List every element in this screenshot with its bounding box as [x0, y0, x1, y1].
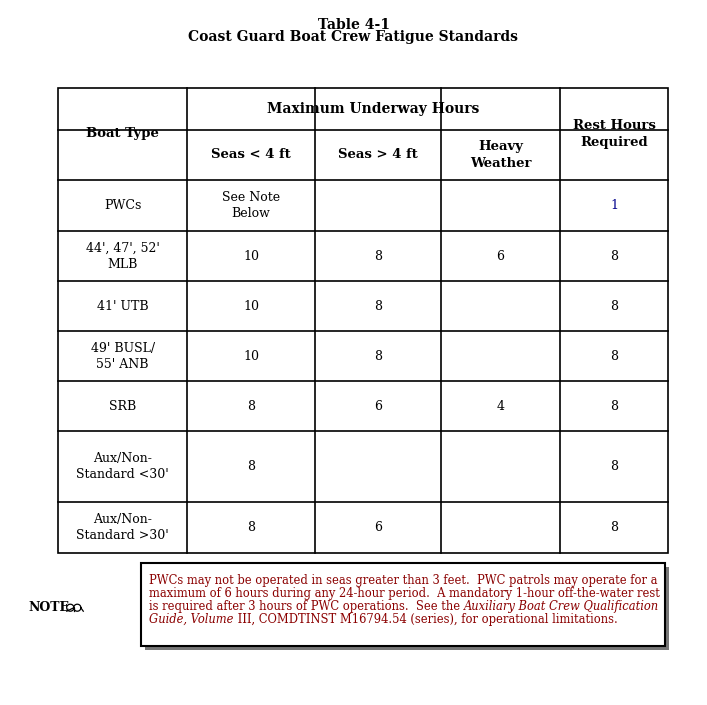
Text: SRB: SRB	[109, 400, 136, 412]
Text: Heavy
Weather: Heavy Weather	[470, 140, 531, 170]
Text: 8: 8	[247, 521, 255, 534]
Text: Rest Hours
Required: Rest Hours Required	[573, 119, 655, 149]
Text: Table 4-1: Table 4-1	[317, 18, 390, 32]
Text: 8: 8	[374, 250, 382, 263]
Text: 49' BUSL/
55' ANB: 49' BUSL/ 55' ANB	[90, 342, 155, 371]
Text: 10: 10	[243, 300, 259, 313]
Text: 8: 8	[610, 521, 618, 534]
Text: 6: 6	[496, 250, 505, 263]
Text: 8: 8	[247, 400, 255, 412]
Text: III, COMDTINST M16794.54 (series), for operational limitations.: III, COMDTINST M16794.54 (series), for o…	[234, 613, 617, 625]
Bar	[141, 563, 665, 646]
Text: 6: 6	[374, 521, 382, 534]
Text: Maximum Underway Hours: Maximum Underway Hours	[267, 102, 480, 116]
Text: Aux/Non-
Standard >30': Aux/Non- Standard >30'	[76, 513, 169, 542]
Text: 10: 10	[243, 350, 259, 363]
Text: Seas > 4 ft: Seas > 4 ft	[338, 148, 418, 161]
Text: 10: 10	[243, 250, 259, 263]
Text: 4: 4	[496, 400, 505, 412]
Text: maximum of 6 hours during any 24-hour period.  A mandatory 1-hour off-the-water : maximum of 6 hours during any 24-hour pe…	[149, 587, 660, 599]
Bar	[146, 567, 669, 651]
Bar	[58, 88, 668, 553]
Text: 6: 6	[374, 400, 382, 412]
Text: 8: 8	[610, 350, 618, 363]
Text: 8: 8	[610, 250, 618, 263]
Text: 1: 1	[610, 199, 618, 212]
Text: Seas < 4 ft: Seas < 4 ft	[211, 148, 291, 161]
Text: Auxiliary Boat Crew Qualification: Auxiliary Boat Crew Qualification	[464, 599, 659, 613]
Text: Guide, Volume: Guide, Volume	[149, 613, 234, 625]
Text: is required after 3 hours of PWC operations.  See the: is required after 3 hours of PWC operati…	[149, 599, 464, 613]
Text: 8: 8	[610, 400, 618, 412]
Text: 8: 8	[374, 350, 382, 363]
Text: 8: 8	[247, 460, 255, 473]
Text: PWCs: PWCs	[104, 199, 141, 212]
Text: Coast Guard Boat Crew Fatigue Standards: Coast Guard Boat Crew Fatigue Standards	[189, 30, 518, 44]
Text: 41' UTB: 41' UTB	[97, 300, 148, 313]
Text: PWCs may not be operated in seas greater than 3 feet.  PWC patrols may operate f: PWCs may not be operated in seas greater…	[149, 574, 658, 587]
Text: 44', 47', 52'
MLB: 44', 47', 52' MLB	[86, 242, 160, 271]
Text: Boat Type: Boat Type	[86, 128, 159, 140]
Text: 8: 8	[610, 460, 618, 473]
Text: 8: 8	[610, 300, 618, 313]
Text: 8: 8	[374, 300, 382, 313]
Text: NOTE: NOTE	[28, 601, 69, 614]
Text: See Note
Below: See Note Below	[222, 191, 280, 220]
Text: Aux/Non-
Standard <30': Aux/Non- Standard <30'	[76, 452, 169, 481]
